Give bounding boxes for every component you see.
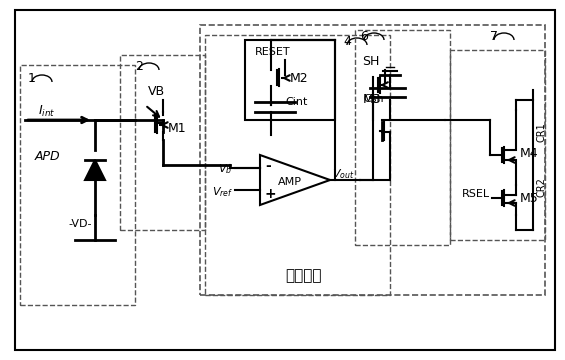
Bar (200, 25, 545, 295)
Bar (450, 50, 545, 240)
Text: 6: 6 (360, 30, 368, 43)
Text: M2: M2 (290, 72, 308, 85)
Text: SH: SH (362, 55, 379, 68)
Text: AMP: AMP (278, 177, 302, 187)
Text: $V_{out}$: $V_{out}$ (332, 167, 355, 181)
Bar (205, 35, 390, 295)
Bar (245, 40, 335, 120)
Text: $V_{ref}$: $V_{ref}$ (212, 185, 233, 199)
Text: M1: M1 (168, 122, 186, 135)
Bar (355, 30, 450, 245)
Text: Csh: Csh (363, 94, 384, 104)
Text: -: - (265, 159, 271, 173)
Text: 4: 4 (343, 35, 351, 48)
Text: +: + (265, 187, 277, 201)
Text: 2: 2 (135, 60, 143, 73)
Text: $I_{int}$: $I_{int}$ (38, 104, 55, 119)
Text: M3: M3 (363, 93, 381, 106)
Text: 像素单元: 像素单元 (285, 268, 321, 283)
Text: M5: M5 (520, 192, 539, 205)
Text: CR2: CR2 (537, 177, 547, 197)
Text: CR1: CR1 (537, 122, 547, 142)
Bar (120, 55, 205, 230)
Text: 7: 7 (490, 30, 498, 43)
Text: VB: VB (148, 85, 165, 98)
Text: RESET: RESET (255, 47, 290, 57)
Text: APD: APD (35, 150, 60, 163)
Text: $V_b$: $V_b$ (218, 162, 232, 176)
Bar (20, 65, 135, 305)
Text: Cint: Cint (285, 97, 307, 107)
Text: -VD-: -VD- (68, 219, 92, 229)
Text: 1: 1 (28, 72, 36, 85)
Polygon shape (85, 160, 105, 180)
Text: M4: M4 (520, 147, 538, 160)
Text: RSEL: RSEL (462, 189, 490, 199)
